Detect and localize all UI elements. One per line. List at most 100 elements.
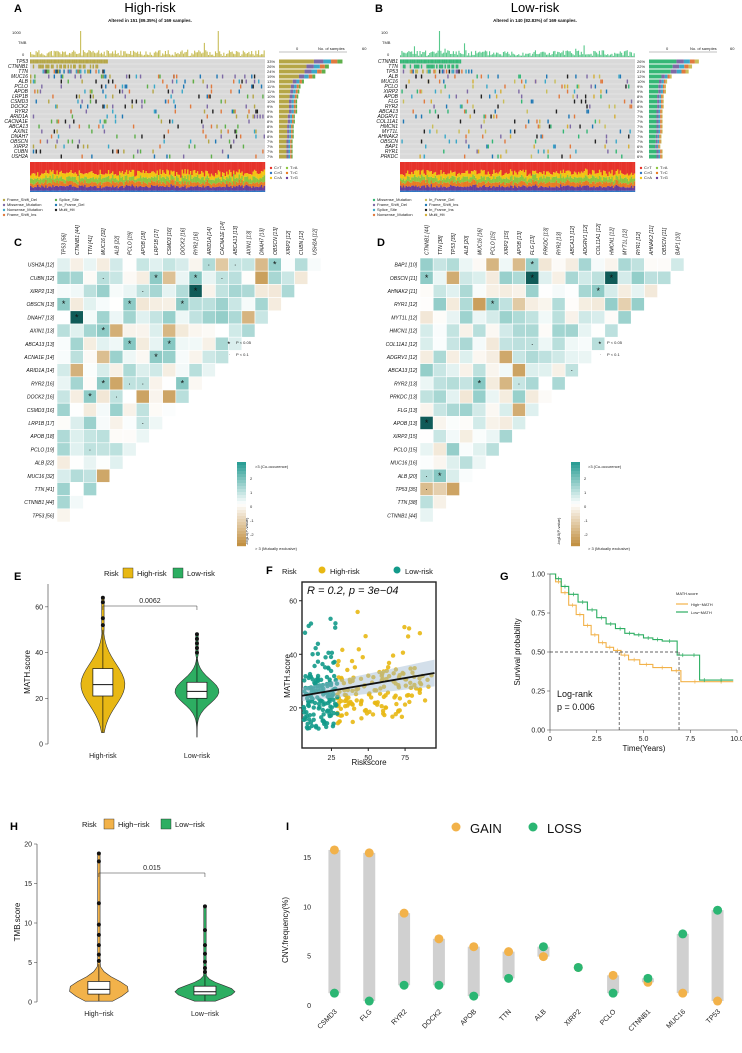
f-point-high	[417, 631, 423, 636]
a-gene-percent: 9%	[267, 104, 273, 109]
a-titv-seg	[212, 186, 214, 191]
a-titv-seg	[139, 185, 142, 191]
c-sig-mark: *	[88, 392, 92, 402]
b-titv-seg	[600, 172, 602, 178]
a-mutation-cell	[98, 69, 100, 74]
a-titv-seg	[116, 179, 118, 182]
b-gene-label: ABCA13	[378, 109, 398, 115]
f-point-high	[401, 671, 406, 676]
b-titv-seg	[539, 177, 541, 183]
a-tmb-bar	[82, 50, 84, 57]
a-titv-seg	[191, 162, 193, 176]
b-titv-seg	[558, 183, 561, 188]
a-tmb-bar	[180, 51, 182, 57]
a-titv-seg	[67, 162, 70, 173]
a-titv-seg	[171, 162, 174, 172]
a-titv-seg	[116, 185, 118, 191]
b-titv-seg	[426, 184, 429, 191]
a-titv-seg	[103, 182, 106, 188]
b-mutation-cell	[426, 59, 428, 64]
a-side-bar	[291, 154, 293, 159]
b-titv-seg	[412, 185, 415, 191]
b-titv-seg	[426, 170, 429, 175]
b-titv-seg	[575, 183, 577, 188]
b-titv-seg	[530, 178, 533, 184]
b-mutation-cell	[444, 134, 446, 139]
b-titv-seg	[600, 162, 602, 173]
b-titv-seg	[523, 178, 526, 182]
b-titv-seg	[434, 162, 437, 172]
g-x-tick-label: 10.0	[730, 736, 742, 743]
b-side-bar	[660, 109, 662, 114]
b-mutation-cell	[541, 134, 544, 139]
a-titv-seg	[124, 181, 127, 187]
a-titv-seg	[137, 181, 139, 188]
a-titv-seg	[157, 186, 160, 191]
i-gain-dot	[434, 934, 444, 944]
a-mutation-cell	[89, 89, 92, 94]
b-titv-seg	[573, 190, 576, 192]
b-tmb-bar	[548, 52, 550, 57]
a-titv-seg	[256, 190, 259, 192]
a-mutation-cell	[227, 129, 229, 134]
b-mutation-cell	[573, 99, 576, 104]
a-mutation-cell	[214, 139, 217, 144]
a-titv-seg	[194, 190, 196, 192]
d-heat-cell	[512, 310, 526, 325]
b-mutation-cell	[466, 99, 469, 104]
b-titv-seg	[586, 190, 588, 192]
a-mutation-cell	[210, 84, 213, 89]
c-colorbar-step	[237, 525, 246, 529]
d-heat-cell	[446, 442, 460, 457]
a-titv-seg	[246, 173, 249, 177]
b-mutation-cell	[530, 99, 533, 104]
a-titv-seg	[164, 178, 167, 185]
b-tmb-bar	[632, 55, 634, 57]
a-titv-seg	[131, 162, 134, 170]
b-titv-seg	[516, 190, 519, 192]
b-mutation-cell	[628, 84, 630, 89]
c-colorbar-tick: 2	[250, 476, 253, 481]
a-mutation-cell	[87, 144, 89, 149]
f-fit-line	[301, 672, 435, 697]
b-titv-seg	[584, 185, 587, 191]
d-heat-cell	[472, 297, 487, 312]
b-side-bar	[689, 59, 695, 64]
a-tmb-bar	[85, 53, 87, 57]
b-titv-seg	[530, 183, 533, 187]
a-titv-seg	[244, 176, 246, 183]
a-titv-seg	[114, 162, 117, 175]
a-titv-seg	[207, 173, 210, 178]
b-titv-seg	[434, 171, 437, 176]
a-titv-seg	[198, 182, 200, 187]
c-col-label: PCLO [19]	[128, 231, 134, 255]
b-titv-seg	[494, 190, 497, 192]
b-titv-seg	[607, 186, 609, 191]
f-point-high	[350, 702, 355, 707]
b-mutation-cell	[409, 59, 412, 64]
a-titv-seg	[171, 185, 174, 191]
b-titv-seg	[497, 186, 499, 191]
b-titv-seg	[451, 180, 454, 187]
a-titv-seg	[251, 174, 253, 181]
a-titv-seg	[92, 190, 95, 192]
a-mutation-cell	[67, 64, 69, 69]
b-titv-seg	[412, 190, 415, 192]
a-titv-seg	[30, 162, 32, 176]
a-titv-seg	[155, 177, 157, 183]
b-titv-seg	[516, 187, 519, 191]
f-point-high	[390, 653, 396, 658]
panel-c-sig-legend-2: P < 0.1	[236, 352, 249, 357]
c-heat-cell	[56, 442, 71, 457]
d-heat-cell	[485, 389, 500, 404]
a-titv-seg	[125, 180, 128, 186]
b-titv-seg	[605, 181, 608, 188]
c-colorbar-tick: -2	[250, 532, 254, 537]
b-tmb-bar	[576, 50, 578, 57]
a-titv-seg	[231, 190, 234, 192]
b-mutation-cell	[555, 109, 558, 114]
a-tmb-bar	[63, 52, 65, 57]
c-heat-cell	[122, 323, 137, 338]
c-colorbar-step	[237, 462, 246, 466]
